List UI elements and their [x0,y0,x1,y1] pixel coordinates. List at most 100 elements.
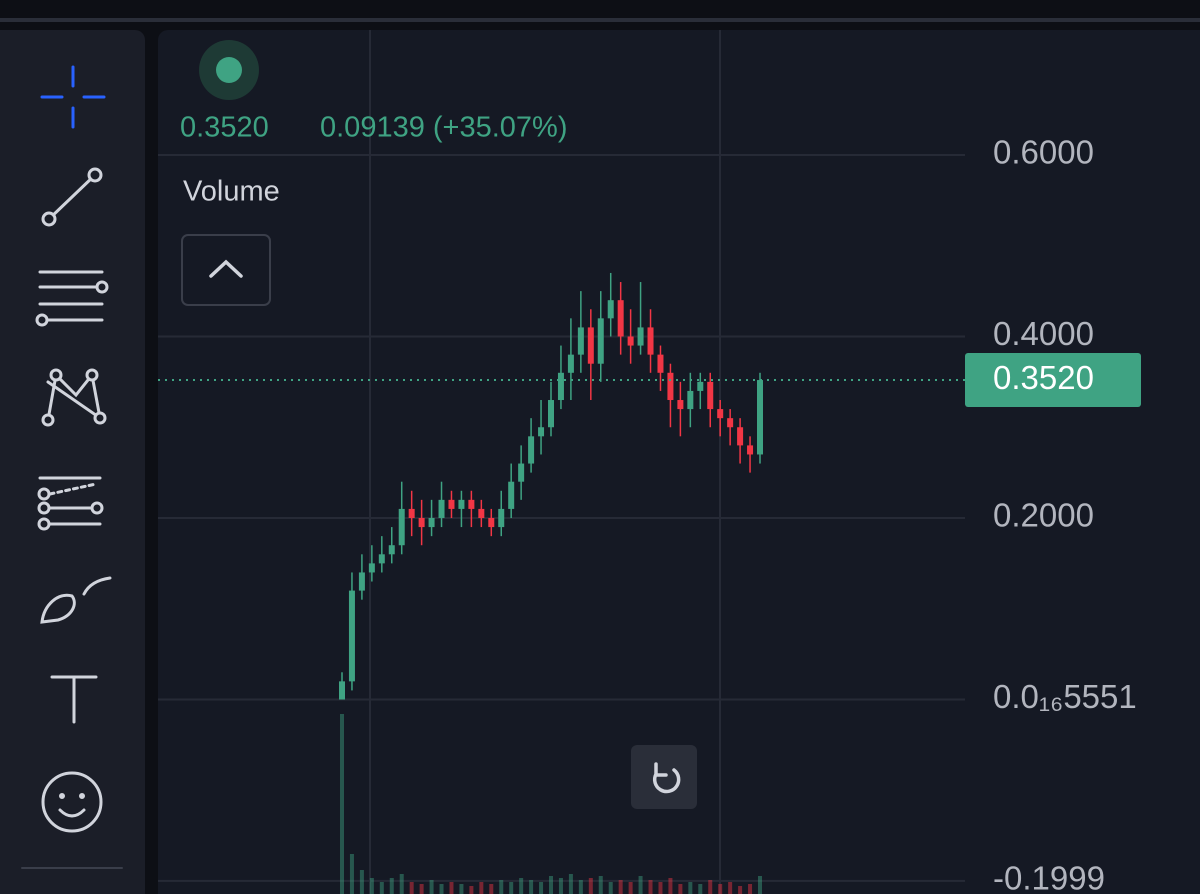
volume-bar [668,878,673,894]
volume-bar [748,884,753,894]
volume-bar [718,884,723,894]
candle-body [339,681,345,700]
candle-body [707,381,714,410]
candle-body [627,336,634,346]
volume-bar [688,882,693,894]
fib-tool[interactable] [35,270,109,327]
volume-bar [459,884,464,894]
y-tick-label: -0.1999 [993,860,1105,894]
volume-bar [429,880,434,894]
volume-bar [618,880,623,894]
trend-line-tool[interactable] [41,167,103,227]
toolbar-icons [21,65,123,869]
header-change: 0.09139 (+35.07%) [320,112,568,144]
volume-bar [698,884,703,894]
volume-bar [399,874,404,894]
candle-body [597,318,604,364]
volume-label: Volume [183,176,280,208]
volume-bar [549,876,553,894]
candle-body [567,354,574,373]
crosshair-tool[interactable] [40,65,106,129]
candle-body [458,499,465,509]
candle-body [518,463,525,482]
volume-bar [409,882,414,894]
volume-bar [539,882,544,894]
candle-body [368,563,375,573]
candle-body [647,327,654,355]
candle-body [538,427,545,437]
chart-panel [158,30,1200,894]
volume-bar [738,886,743,894]
volume-bar [568,874,573,894]
candle-body [498,508,505,528]
candle-body [667,372,674,401]
y-tick-label: 0.6000 [993,134,1094,171]
reset-icon [652,762,681,794]
y-tick-label: 0.4000 [993,315,1094,352]
last-price-tag [965,353,1141,408]
candle-body [737,427,744,446]
volume-bar [369,878,374,894]
volume-bar [519,878,524,894]
candle-body [727,418,734,428]
reset-button[interactable] [631,745,697,809]
volume-bar [439,884,444,894]
candle-body [418,517,425,528]
forecast-tool[interactable] [37,476,104,531]
candle-body [697,381,704,391]
candle-body [438,499,445,518]
volume-bar [588,878,593,894]
candle-body [448,499,455,509]
candle-body [587,327,594,364]
pattern-tool[interactable] [41,368,107,427]
volume-bar [658,882,663,894]
volume-bar [638,876,643,894]
last-price-label: 0.3520 [993,359,1094,396]
candle-body [508,481,515,509]
candle-body [398,508,405,546]
candle-body [757,380,763,455]
candle-body [378,554,385,564]
volume-bar [648,880,653,894]
top-divider [0,18,1200,22]
candle-body [428,517,435,528]
candle-body [617,300,624,337]
emoji-tool[interactable] [41,771,103,833]
candle-body [488,517,495,528]
candle-body [747,445,754,455]
volume-bar [558,878,563,894]
candle-body [657,354,664,373]
volume-bar [529,880,534,894]
candle-body [348,590,355,682]
volume-bar [708,880,713,894]
candle-body [408,508,415,518]
volume-bar [349,854,354,894]
top-bar [0,0,1200,18]
volume-bar [578,880,583,894]
volume-bar [419,884,424,894]
candle-body [577,327,584,355]
y-tick-label: 0.0₁₆5551 [993,678,1137,715]
y-tick-label: 0.2000 [993,497,1094,534]
candle-body [607,300,614,319]
volume-bar [469,886,474,894]
candle-body [388,545,395,555]
collapse-button[interactable] [181,234,271,306]
volume-bar [479,882,484,894]
status-dot [216,57,242,83]
volume-bar [509,882,514,894]
volume-bar [758,876,762,894]
volume-bar [340,714,344,894]
volume-bar [379,882,384,894]
volume-bar [359,870,364,894]
text-tool[interactable] [50,675,98,724]
toolbar [0,30,145,894]
volume-bar [449,882,454,894]
brush-tool[interactable] [40,576,112,624]
candle-body [358,572,365,591]
candle-body [478,508,485,518]
candle-body [717,409,724,419]
volume-bar [678,884,683,894]
volume-bar [489,884,494,894]
